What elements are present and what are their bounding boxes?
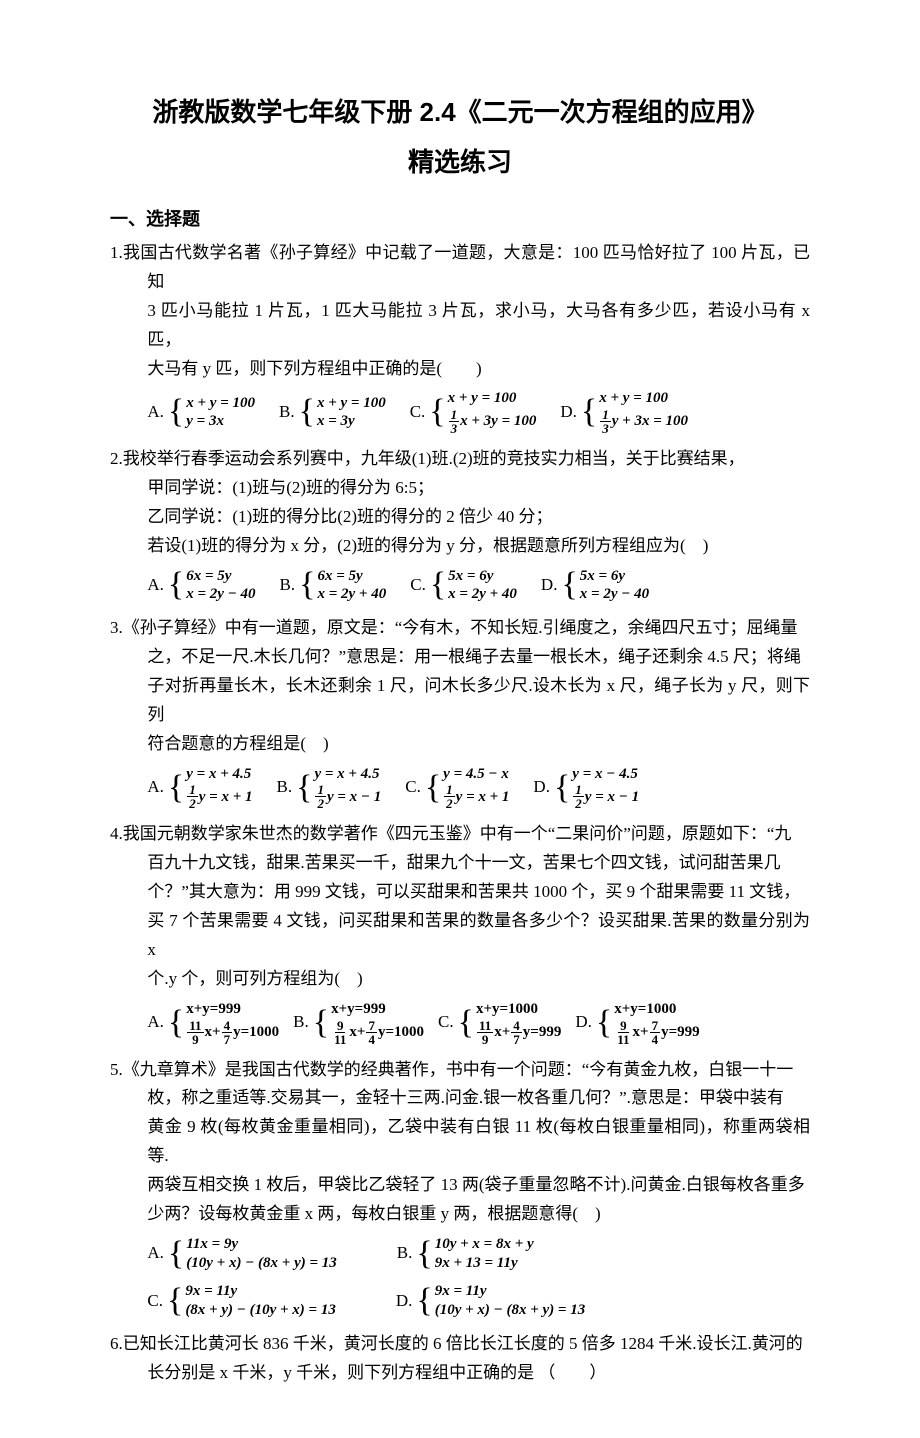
q2-opt-a: A. { 6x = 5y x = 2y − 40 [147,567,255,605]
q2-line1: 我校举行春季运动会系列赛中，九年级(1)班.(2)班的竞技实力相当，关于比赛结果… [123,449,745,468]
q5-line3: 黄金 9 枚(每枚黄金重量相同)，乙袋中装有白银 11 枚(每枚白银重量相同)，… [110,1113,810,1171]
q6-line1: 已知长江比黄河长 836 千米，黄河长度的 6 倍比长江长度的 5 倍多 128… [123,1334,803,1353]
q4-num: 4. [110,824,123,843]
q3-opt-c: C. { y = 4.5 − x 12y = x + 1 [405,765,509,811]
q4-opt-d: D. { x+y=1000 911x+74y=999 [575,1000,699,1046]
q4-line3: 个？”其大意为：用 999 文钱，可以买甜果和苦果共 1000 个，买 9 个甜… [110,878,810,907]
q1-num: 1. [110,243,123,262]
q4-options: A. { x+y=999 119x+47y=1000 B. { x+y=999 … [110,1000,810,1046]
q3-line3: 子对折再量长木，长木还剩余 1 尺，问木长多少尺.设木长为 x 尺，绳子长为 y… [110,672,810,730]
doc-subtitle: 精选练习 [110,140,810,184]
q4-line2: 百九十九文钱，甜果.苦果买一千，甜果九个十一文，苦果七个四文钱，试问甜苦果几 [110,849,810,878]
q1-line2: 3 匹小马能拉 1 片瓦，1 匹大马能拉 3 片瓦，求小马，大马各有多少匹，若设… [110,297,810,355]
q5-opt-a: A. { 11x = 9y (10y + x) − (8x + y) = 13 [147,1235,336,1273]
q2-options: A. { 6x = 5y x = 2y − 40 B. { 6x = 5y x … [110,567,810,605]
q2-num: 2. [110,449,123,468]
q5-line2: 枚，称之重适等.交易其一，金轻十三两.问金.银一枚各重几何？”.意思是：甲袋中装… [110,1084,810,1113]
q5-opt-d: D. { 9x = 11y (10y + x) − (8x + y) = 13 [396,1282,585,1320]
q4-opt-b: B. { x+y=999 911x+74y=1000 [293,1000,424,1046]
q3-num: 3. [110,618,123,637]
q3-opt-a: A. { y = x + 4.5 12y = x + 1 [147,765,252,811]
q4-line5: 个.y 个，则可列方程组为( ) [110,965,810,994]
q3-line4: 符合题意的方程组是( ) [110,730,810,759]
q1-options: A. { x + y = 100 y = 3x B. { x + y = 100… [110,389,810,435]
section-heading: 一、选择题 [110,204,810,235]
q2-line2: 甲同学说：(1)班与(2)班的得分为 6:5； [110,474,810,503]
q3-line1: 《孙子算经》中有一道题，原文是：“今有木，不知长短.引绳度之，余绳四尺五寸；屈绳… [123,618,798,637]
q3-options: A. { y = x + 4.5 12y = x + 1 B. { y = x … [110,765,810,811]
q6-num: 6. [110,1334,123,1353]
q4-line4: 买 7 个苦果需要 4 文钱，问买甜果和苦果的数量各多少个？设买甜果.苦果的数量… [110,907,810,965]
q4-opt-c: C. { x+y=1000 119x+47y=999 [438,1000,561,1046]
q5-line5: 少两？设每枚黄金重 x 两，每枚白银重 y 两，根据题意得( ) [110,1200,810,1229]
q6-line2: 长分别是 x 千米，y 千米，则下列方程组中正确的是 （ ） [110,1359,810,1388]
q1-opt-b: B. { x + y = 100 x = 3y [279,394,386,432]
q2-line4: 若设(1)班的得分为 x 分，(2)班的得分为 y 分，根据题意所列方程组应为(… [110,532,810,561]
q3-opt-d: D. { y = x − 4.5 12y = x − 1 [533,765,639,811]
question-4: 4.我国元朝数学家朱世杰的数学著作《四元玉鉴》中有一个“二果问价”问题，原题如下… [110,820,810,1045]
question-3: 3.《孙子算经》中有一道题，原文是：“今有木，不知长短.引绳度之，余绳四尺五寸；… [110,614,810,810]
q5-opt-b: B. { 10y + x = 8x + y 9x + 13 = 11y [397,1235,534,1273]
q2-opt-b: B. { 6x = 5y x = 2y + 40 [280,567,387,605]
question-5: 5.《九章算术》是我国古代数学的经典著作，书中有一个问题：“今有黄金九枚，白银一… [110,1056,810,1320]
q5-options: A. { 11x = 9y (10y + x) − (8x + y) = 13 … [110,1235,810,1320]
question-6: 6.已知长江比黄河长 836 千米，黄河长度的 6 倍比长江长度的 5 倍多 1… [110,1330,810,1388]
q2-opt-c: C. { 5x = 6y x = 2y + 40 [410,567,517,605]
q4-opt-a: A. { x+y=999 119x+47y=1000 [147,1000,279,1046]
q5-opt-c: C. { 9x = 11y (8x + y) − (10y + x) = 13 [147,1282,335,1320]
doc-title: 浙教版数学七年级下册 2.4《二元一次方程组的应用》 [110,90,810,134]
q5-line4: 两袋互相交换 1 枚后，甲袋比乙袋轻了 13 两(袋子重量忽略不计).问黄金.白… [110,1171,810,1200]
q1-opt-c: C. { x + y = 100 13x + 3y = 100 [410,389,537,435]
q1-line3: 大马有 y 匹，则下列方程组中正确的是( ) [110,355,810,384]
q1-opt-a: A. { x + y = 100 y = 3x [147,394,255,432]
q2-line3: 乙同学说：(1)班的得分比(2)班的得分的 2 倍少 40 分； [110,503,810,532]
q3-opt-b: B. { y = x + 4.5 12y = x − 1 [277,765,382,811]
q1-opt-d: D. { x + y = 100 13y + 3x = 100 [560,389,688,435]
q1-line1: 我国古代数学名著《孙子算经》中记载了一道题，大意是：100 匹马恰好拉了 100… [123,243,810,291]
q5-num: 5. [110,1060,123,1079]
q2-opt-d: D. { 5x = 6y x = 2y − 40 [541,567,649,605]
q5-line1: 《九章算术》是我国古代数学的经典著作，书中有一个问题：“今有黄金九枚，白银一十一 [123,1060,794,1079]
q4-line1: 我国元朝数学家朱世杰的数学著作《四元玉鉴》中有一个“二果问价”问题，原题如下：“… [123,824,792,843]
question-1: 1.我国古代数学名著《孙子算经》中记载了一道题，大意是：100 匹马恰好拉了 1… [110,239,810,435]
q3-line2: 之，不足一尺.木长几何？”意思是：用一根绳子去量一根长木，绳子还剩余 4.5 尺… [110,643,810,672]
question-2: 2.我校举行春季运动会系列赛中，九年级(1)班.(2)班的竞技实力相当，关于比赛… [110,445,810,604]
